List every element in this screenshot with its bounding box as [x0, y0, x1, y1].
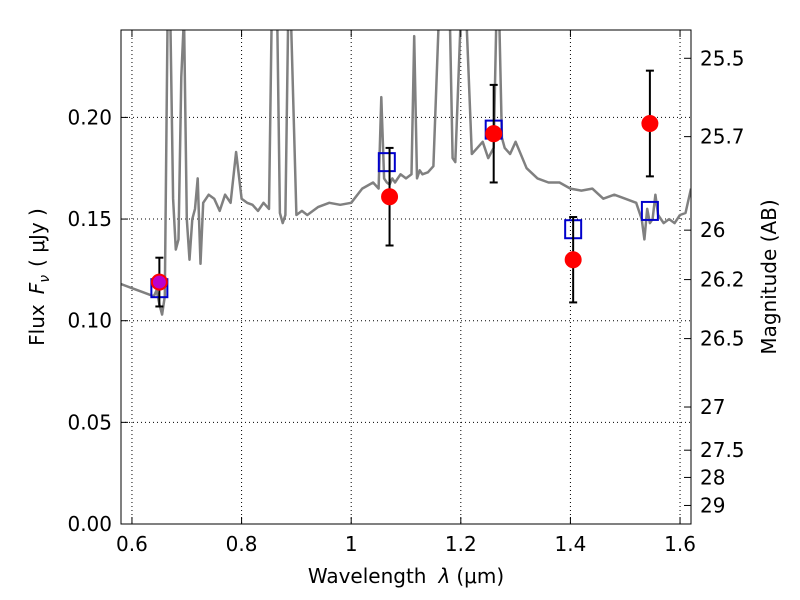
- plot-background: [121, 30, 691, 524]
- y-tick-label: 0.15: [67, 207, 112, 231]
- mag-tick-label: 26: [700, 218, 725, 242]
- observed-point: [641, 115, 659, 133]
- x-tick-label: 0.6: [116, 532, 148, 556]
- plot-frame: [120, 29, 692, 525]
- model-photometry-square: [640, 200, 659, 221]
- x-axis-label: Wavelength λ (μm): [308, 564, 504, 588]
- template-spectrum: [121, 30, 691, 316]
- observed-point: [564, 251, 582, 269]
- y2-axis-label: Magnitude (AB): [757, 199, 781, 354]
- template-spectrum-line: [121, 30, 691, 316]
- x-tick-label: 1.2: [445, 532, 477, 556]
- x-tick-label: 1: [345, 532, 358, 556]
- mag-tick-label: 25.5: [700, 46, 745, 70]
- highlight-point: [152, 275, 166, 289]
- y-tick-label: 0.10: [67, 309, 112, 333]
- y-tick-label: 0.20: [67, 105, 112, 129]
- x-tick-label: 0.8: [226, 532, 258, 556]
- observed-point: [381, 188, 399, 206]
- y-tick-label: 0.00: [67, 512, 112, 536]
- mag-tick-label: 27.5: [700, 438, 745, 462]
- mag-tick-label: 28: [700, 465, 725, 489]
- x-tick-label: 1.6: [664, 532, 696, 556]
- data-points: [150, 69, 659, 308]
- y-tick-label: 0.05: [67, 410, 112, 434]
- mag-tick-label: 29: [700, 493, 725, 517]
- x-tick-label: 1.4: [555, 532, 587, 556]
- axis-ticks: 0.6 0.8 1 1.2 1.4 1.6 0.00 0.05 0.10 0.15 0.20 25.5…: [67, 30, 745, 556]
- model-photometry-square: [377, 152, 396, 173]
- mag-tick-label: 26.2: [700, 268, 745, 292]
- mag-tick-label: 27: [700, 395, 725, 419]
- mag-tick-label: 26.5: [700, 327, 745, 351]
- mag-tick-label: 25.7: [700, 125, 745, 149]
- observed-point: [485, 125, 503, 143]
- y-axis-label: FluxFν( μJy ): [25, 208, 53, 346]
